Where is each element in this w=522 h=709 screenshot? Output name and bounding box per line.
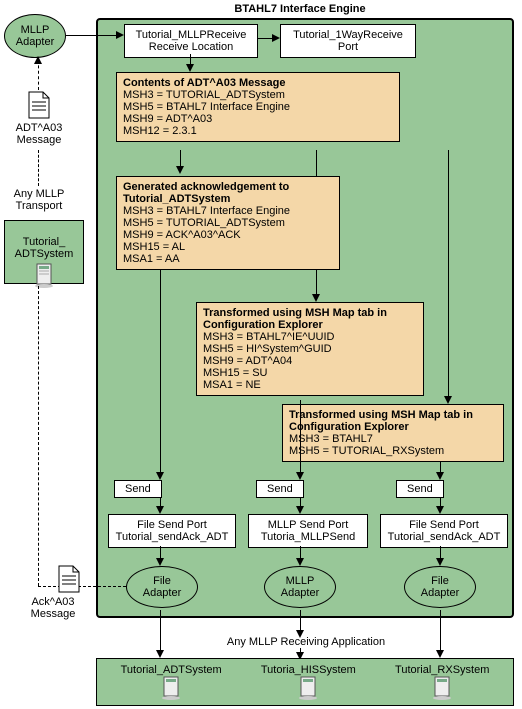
box1-line: MSH12 = 2.3.1: [123, 125, 393, 137]
arrow-head: [116, 31, 124, 39]
arrow-head: [444, 396, 452, 404]
receive-port-box: Tutorial_1WayReceive Port: [280, 24, 416, 58]
port-box-2: MLLP Send Port Tutoria_MLLPSend: [248, 514, 368, 548]
arrow-head: [34, 56, 42, 64]
box2-line: MSA1 = AA: [123, 253, 333, 265]
adt-a03-label: ADT^A03 Message: [4, 122, 74, 146]
ack-a03-label: Ack^A03 Message: [18, 596, 88, 620]
arrow-head: [272, 34, 280, 42]
server-icon: [160, 676, 182, 700]
file-adapter-1: File Adapter: [126, 566, 198, 608]
box1-title: Contents of ADT^A03 Message: [123, 77, 393, 89]
box2-line: MSH3 = BTAHL7 Interface Engine: [123, 205, 333, 217]
box2-line: MSH5 = TUTORIAL_ADTSystem: [123, 217, 333, 229]
box4-line: MSH5 = TUTORIAL_RXSystem: [289, 445, 497, 457]
arrow: [160, 270, 161, 474]
arrow-head: [156, 650, 164, 658]
send-label-2: Send: [256, 480, 304, 498]
receive-location-box: Tutorial_MLLPReceive Receive Location: [124, 24, 258, 58]
box1-line: MSH5 = BTAHL7 Interface Engine: [123, 101, 393, 113]
dash-line: [38, 60, 39, 90]
arrow: [258, 38, 272, 39]
box2-title: Generated acknowledgement to Tutorial_AD…: [123, 181, 333, 205]
mllp-adapter-ellipse: MLLP Adapter: [4, 14, 66, 58]
send-label-3: Send: [396, 480, 444, 498]
arrow: [300, 610, 301, 632]
port-box-3: File Send Port Tutorial_sendAck_ADT: [380, 514, 508, 548]
box3-line: MSH3 = BTAHL7^IE^UUID: [203, 331, 417, 343]
box1-line: MSH3 = TUTORIAL_ADTSystem: [123, 89, 393, 101]
box4-title: Transformed using MSH Map tab in Configu…: [289, 409, 497, 433]
dash-line: [38, 586, 126, 587]
box2-line: MSH15 = AL: [123, 241, 333, 253]
dash-line: [38, 150, 39, 186]
box1-line: MSH9 = ADT^A03: [123, 113, 393, 125]
box1: Contents of ADT^A03 Message MSH3 = TUTOR…: [116, 72, 400, 142]
send-label-1: Send: [114, 480, 162, 498]
box3-line: MSH15 = SU: [203, 367, 417, 379]
tutorial-adtsystem-box: Tutorial_ ADTSystem: [4, 220, 84, 284]
bottom-system-2-label: Tutoria_HISSystem: [261, 664, 356, 676]
arrow-head: [436, 650, 444, 658]
arrow-head: [296, 506, 304, 514]
document-icon: [26, 90, 52, 120]
arrow-head: [296, 630, 304, 638]
arrow: [300, 400, 301, 474]
dash-line: [38, 286, 39, 586]
bottom-system-2: Tutoria_HISSystem: [261, 664, 356, 703]
box4: Transformed using MSH Map tab in Configu…: [282, 404, 504, 462]
box4-line: MSH3 = BTAHL7: [289, 433, 497, 445]
box3-line: MSH9 = ADT^A04: [203, 355, 417, 367]
arrow: [66, 35, 116, 36]
arrow-head: [436, 558, 444, 566]
box2-line: MSH9 = ACK^A03^ACK: [123, 229, 333, 241]
tutorial-adtsystem-label: Tutorial_ ADTSystem: [15, 236, 74, 260]
arrow-head: [176, 166, 184, 174]
engine-title: BTAHL7 Interface Engine: [200, 3, 400, 15]
bottom-system-1: Tutorial_ADTSystem: [121, 664, 222, 703]
bottom-systems-strip: Tutorial_ADTSystem Tutoria_HISSystem Tut…: [96, 658, 514, 706]
arrow-head: [186, 64, 194, 72]
server-icon: [431, 676, 453, 700]
arrow-head: [296, 558, 304, 566]
box3-line: MSH5 = HI^System^GUID: [203, 343, 417, 355]
server-icon: [5, 262, 83, 288]
file-adapter-3: File Adapter: [404, 566, 476, 608]
mllp-adapter-2: MLLP Adapter: [264, 566, 336, 608]
arrow: [160, 610, 161, 652]
arrow: [440, 610, 441, 652]
arrow: [448, 150, 449, 398]
arrow-head: [156, 558, 164, 566]
arrow-head: [156, 506, 164, 514]
server-icon: [297, 676, 319, 700]
bottom-system-3: Tutorial_RXSystem: [395, 664, 489, 703]
arrow-head: [436, 506, 444, 514]
arrow-head: [296, 472, 304, 480]
port-box-1: File Send Port Tutorial_sendAck_ADT: [108, 514, 236, 548]
any-mllp-receiving-label: Any MLLP Receiving Application: [216, 636, 396, 648]
box3: Transformed using MSH Map tab in Configu…: [196, 302, 424, 396]
box2: Generated acknowledgement to Tutorial_AD…: [116, 176, 340, 270]
arrow-head: [312, 294, 320, 302]
bottom-system-1-label: Tutorial_ADTSystem: [121, 664, 222, 676]
arrow-head: [436, 472, 444, 480]
box3-title: Transformed using MSH Map tab in Configu…: [203, 307, 417, 331]
document-icon: [56, 564, 82, 594]
box3-line: MSA1 = NE: [203, 379, 417, 391]
any-mllp-label: Any MLLP Transport: [4, 188, 74, 212]
arrow-head: [156, 472, 164, 480]
bottom-system-3-label: Tutorial_RXSystem: [395, 664, 489, 676]
